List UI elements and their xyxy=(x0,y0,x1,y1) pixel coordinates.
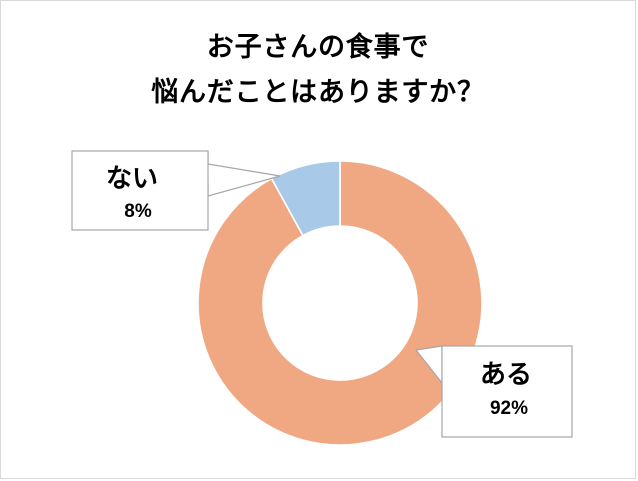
svg-text:ある: ある xyxy=(480,359,532,389)
svg-text:ない: ない xyxy=(106,163,158,193)
svg-text:8%: 8% xyxy=(124,201,152,222)
svg-text:92%: 92% xyxy=(490,398,528,419)
